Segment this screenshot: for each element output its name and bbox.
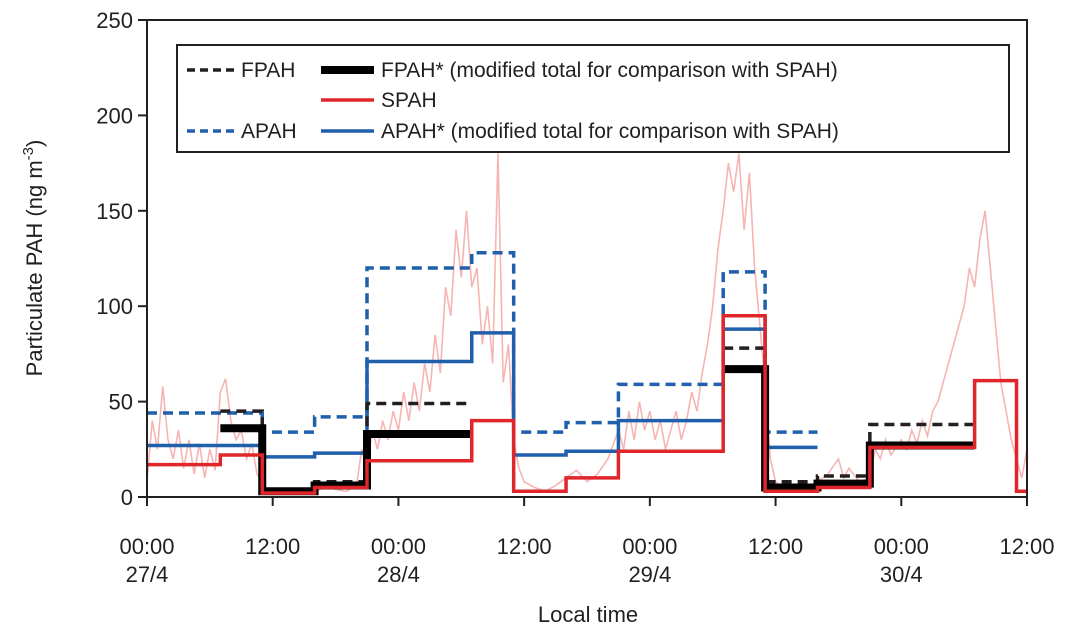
x-tick-label-time: 00:00 bbox=[371, 534, 426, 559]
legend-label-fpah: FPAH bbox=[241, 59, 295, 82]
x-axis-title: Local time bbox=[538, 602, 638, 627]
x-tick-label-time: 00:00 bbox=[119, 534, 174, 559]
y-axis-title-main: Particulate PAH (ng m bbox=[22, 160, 47, 376]
y-tick-label: 250 bbox=[96, 8, 133, 33]
y-axis-title: Particulate PAH (ng m-3) bbox=[20, 140, 47, 377]
y-tick-label: 100 bbox=[96, 294, 133, 319]
x-tick-label-time: 12:00 bbox=[999, 534, 1054, 559]
legend-label-apah-star: APAH* (modified total for comparison wit… bbox=[381, 120, 839, 143]
legend: FPAH FPAH* (modified total for comparison… bbox=[176, 44, 1010, 153]
x-tick-label-time: 12:00 bbox=[245, 534, 300, 559]
series-line-spah bbox=[147, 313, 1027, 495]
legend-label-spah: SPAH bbox=[381, 89, 437, 112]
y-tick-label: 50 bbox=[109, 390, 133, 415]
x-tick-label-date: 30/4 bbox=[880, 562, 923, 587]
legend-label-fpah-star: FPAH* (modified total for comparison wit… bbox=[381, 59, 838, 82]
plot-frame bbox=[146, 19, 1028, 498]
x-tick-label-time: 00:00 bbox=[874, 534, 929, 559]
x-tick-label-time: 12:00 bbox=[497, 534, 552, 559]
series-line-apah-star bbox=[147, 327, 818, 459]
x-tick-label-time: 12:00 bbox=[748, 534, 803, 559]
y-tick-label: 0 bbox=[121, 485, 133, 510]
y-axis-title-suffix: ) bbox=[22, 140, 47, 147]
legend-label-apah: APAH bbox=[241, 120, 297, 143]
x-tick-label-time: 00:00 bbox=[622, 534, 677, 559]
axes: 0 50 100 150 200 250 00:00 27/4 12:00 00:00 28/4 12… bbox=[96, 8, 1054, 587]
legend-box bbox=[176, 44, 1010, 153]
y-axis-title-superscript: -3 bbox=[20, 147, 37, 160]
series-line-apah bbox=[147, 251, 818, 434]
plot-area bbox=[146, 153, 1028, 496]
series-line-fpah bbox=[220, 346, 975, 492]
x-tick-label-date: 29/4 bbox=[628, 562, 671, 587]
x-tick-label-date: 28/4 bbox=[377, 562, 420, 587]
y-tick-label: 200 bbox=[96, 103, 133, 128]
x-tick-label-date: 27/4 bbox=[126, 562, 169, 587]
y-tick-label: 150 bbox=[96, 199, 133, 224]
